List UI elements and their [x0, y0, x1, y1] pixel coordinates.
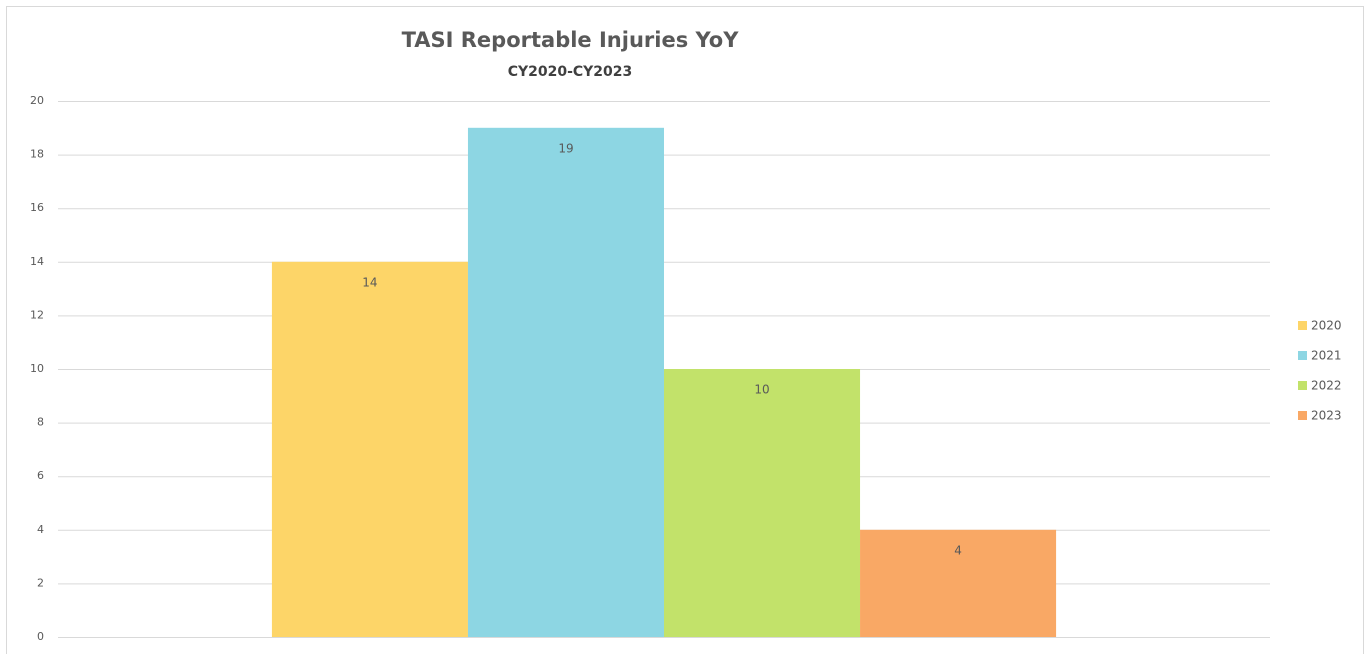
bar: [271, 261, 468, 637]
bar: [467, 127, 664, 638]
legend-swatch: [1298, 381, 1307, 390]
bar: [860, 529, 1057, 637]
y-tick-label: 20: [30, 94, 44, 107]
y-tick-label: 8: [37, 416, 44, 429]
y-tick-label: 12: [30, 308, 44, 321]
legend-swatch: [1298, 321, 1307, 330]
value-label: 10: [754, 383, 769, 397]
legend-label: 2022: [1311, 379, 1342, 393]
y-tick-label: 4: [37, 523, 44, 536]
legend-swatch: [1298, 351, 1307, 360]
y-tick-label: 16: [30, 201, 44, 214]
y-tick-label: 2: [37, 576, 44, 589]
value-label: 4: [954, 543, 962, 557]
y-tick-label: 6: [37, 469, 44, 482]
y-tick-label: 10: [30, 362, 44, 375]
bar: [664, 369, 861, 637]
legend-label: 2021: [1311, 349, 1342, 363]
legend-label: 2020: [1311, 319, 1342, 333]
chart-subtitle: CY2020-CY2023: [508, 64, 633, 80]
legend-label: 2023: [1311, 409, 1342, 423]
legend-swatch: [1298, 411, 1307, 420]
y-tick-label: 18: [30, 148, 44, 161]
value-label: 19: [558, 141, 573, 155]
chart-title: TASI Reportable Injuries YoY: [402, 28, 740, 52]
y-tick-label: 14: [30, 255, 44, 268]
value-label: 14: [362, 275, 377, 289]
chart-border: [6, 6, 1364, 654]
y-tick-label: 0: [37, 630, 44, 643]
